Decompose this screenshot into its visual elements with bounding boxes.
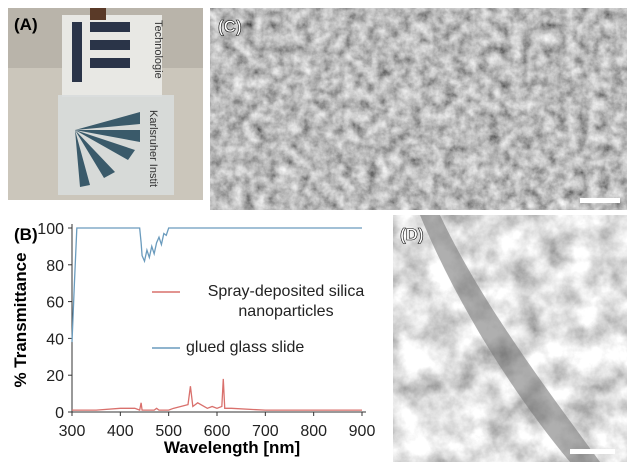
x-tick-label: 500 bbox=[155, 423, 182, 440]
photo-text: Karlsruher Instit bbox=[147, 110, 159, 187]
y-tick-label: 80 bbox=[46, 258, 64, 275]
line bbox=[72, 378, 362, 412]
legend-label: Spray-deposited silica nanoparticles bbox=[207, 283, 365, 320]
y-tick-label: 0 bbox=[55, 405, 64, 422]
y-tick-label: 100 bbox=[37, 221, 64, 238]
sem-c: (C) bbox=[210, 8, 627, 210]
y-tick-label: 60 bbox=[46, 295, 64, 312]
legend-label: glued glass slide bbox=[186, 339, 305, 356]
x-tick-label: 300 bbox=[59, 423, 86, 440]
photo-a: Technologie Karlsruher Instit (A) bbox=[8, 8, 203, 200]
panel-label: (D) bbox=[400, 225, 424, 244]
panel-label: (B) bbox=[14, 225, 38, 244]
y-tick-label: 40 bbox=[46, 331, 64, 348]
photo-text: Technologie bbox=[152, 20, 164, 79]
x-tick-label: 900 bbox=[349, 423, 376, 440]
sem-d: (D) bbox=[393, 215, 627, 462]
x-axis-label: Wavelength [nm] bbox=[164, 438, 300, 457]
x-tick-label: 400 bbox=[107, 423, 134, 440]
panel-label: (A) bbox=[14, 15, 38, 34]
x-tick-label: 600 bbox=[204, 423, 231, 440]
y-tick-label: 20 bbox=[46, 368, 64, 385]
y-axis-label: % Transmittance bbox=[11, 252, 30, 387]
panel-label: (C) bbox=[218, 17, 242, 36]
x-tick-label: 800 bbox=[300, 423, 327, 440]
x-tick-label: 700 bbox=[252, 423, 279, 440]
line bbox=[71, 227, 362, 343]
